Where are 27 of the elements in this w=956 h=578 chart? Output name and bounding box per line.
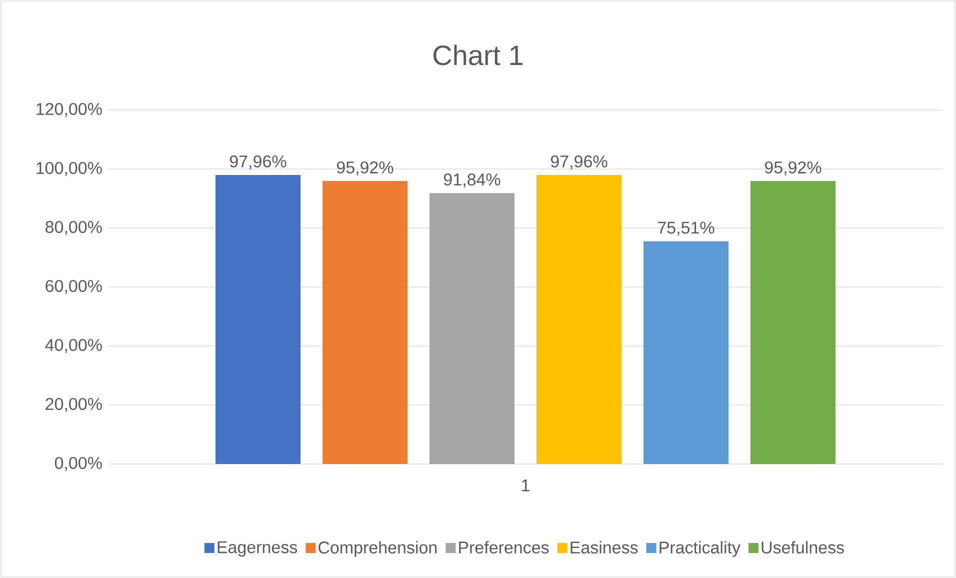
y-tick-label: 60,00% xyxy=(46,280,102,294)
x-tick-label: 1 xyxy=(522,480,530,492)
legend-label: Easiness xyxy=(570,541,638,554)
bar xyxy=(216,175,300,464)
bar xyxy=(322,181,408,464)
data-label: 95,92% xyxy=(764,161,822,176)
bar xyxy=(643,241,728,464)
data-label: 91,84% xyxy=(444,173,500,188)
data-label: 97,96% xyxy=(550,155,608,170)
chart-title: Chart 1 xyxy=(434,44,523,66)
legend-label: Practicality xyxy=(660,541,740,557)
y-tick-label: 0,00% xyxy=(54,456,102,472)
legend-label: Preferences xyxy=(459,541,549,554)
legend-label: Comprehension xyxy=(318,541,437,557)
y-tick-label: 120,00% xyxy=(36,102,102,118)
bar xyxy=(430,193,514,464)
data-label: 95,92% xyxy=(336,161,394,176)
y-tick-label: 100,00% xyxy=(36,162,102,176)
bar xyxy=(750,181,836,464)
data-label: 75,51% xyxy=(658,222,714,236)
y-tick-label: 40,00% xyxy=(45,338,102,354)
y-tick-label: 80,00% xyxy=(46,220,102,236)
data-label: 97,96% xyxy=(230,155,286,170)
bar xyxy=(536,175,622,464)
y-tick-label: 20,00% xyxy=(46,398,102,412)
legend-label: Usefulness xyxy=(762,541,844,554)
legend-label: Eagerness xyxy=(218,541,298,557)
